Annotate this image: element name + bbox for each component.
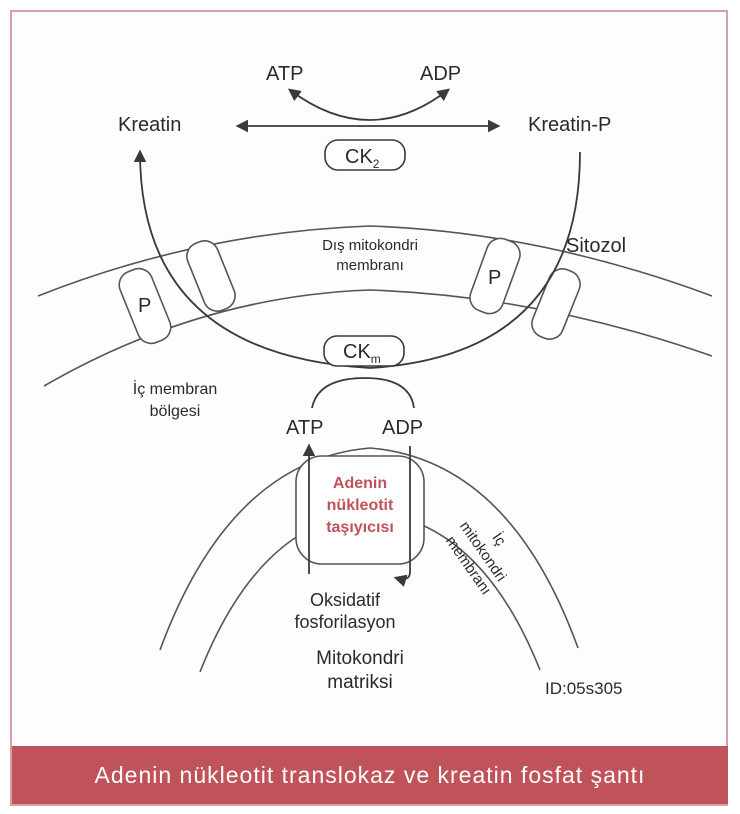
porin-left-outer: [186, 240, 236, 312]
top-adp-label: ADP: [420, 63, 461, 85]
top-atp-adp-arrow: [287, 88, 450, 121]
bottom-atp-label: ATP: [286, 417, 323, 439]
oxphos-label-1: Oksidatif: [310, 590, 381, 610]
ckm-label: CKm: [343, 341, 381, 366]
porin-p-right: [469, 237, 521, 315]
ckm-box: [323, 335, 405, 367]
inner-membrane-label-1: İç: [488, 529, 510, 549]
outer-membrane-label-1: Dış mitokondri: [322, 237, 418, 254]
bottom-loop-arrow: [311, 377, 415, 409]
carrier-right-hook: [393, 571, 411, 587]
ck2-label: CK2: [345, 146, 380, 171]
kreatin-p-label: Kreatin-P: [528, 114, 611, 136]
sitozol-label: Sitozol: [566, 235, 626, 257]
porin-p-right-label: P: [488, 267, 501, 289]
figure-caption: Adenin nükleotit translokaz ve kreatin f…: [12, 746, 728, 804]
outer-membrane-band-top: [37, 225, 713, 297]
figure-id: ID:05s305: [545, 679, 623, 698]
outer-membrane-label-2: membranı: [336, 257, 404, 274]
matrix-label-2: matriksi: [327, 672, 392, 693]
creatine-shuttle-arrow: [133, 149, 581, 369]
porin-right-outer: [531, 268, 581, 340]
inner-membrane-outer-arc: [159, 447, 579, 651]
carrier-label-1: Adenin: [333, 475, 387, 492]
oxphos-label-2: fosforilasyon: [294, 612, 395, 632]
porin-p-left: [118, 267, 172, 345]
kreatin-label: Kreatin: [118, 114, 181, 136]
bottom-adp-label: ADP: [382, 417, 423, 439]
matrix-label-1: Mitokondri: [316, 648, 404, 669]
carrier-label-2: nükleotit: [327, 497, 394, 514]
carrier-box: [295, 455, 425, 565]
top-atp-label: ATP: [266, 63, 303, 85]
inner-region-label-2: bölgesi: [150, 403, 201, 420]
ck2-box: [324, 139, 406, 171]
carrier-label-3: taşıyıcısı: [326, 519, 394, 536]
porin-p-left-label: P: [138, 295, 151, 317]
inner-region-label-1: İç membran: [133, 379, 217, 398]
